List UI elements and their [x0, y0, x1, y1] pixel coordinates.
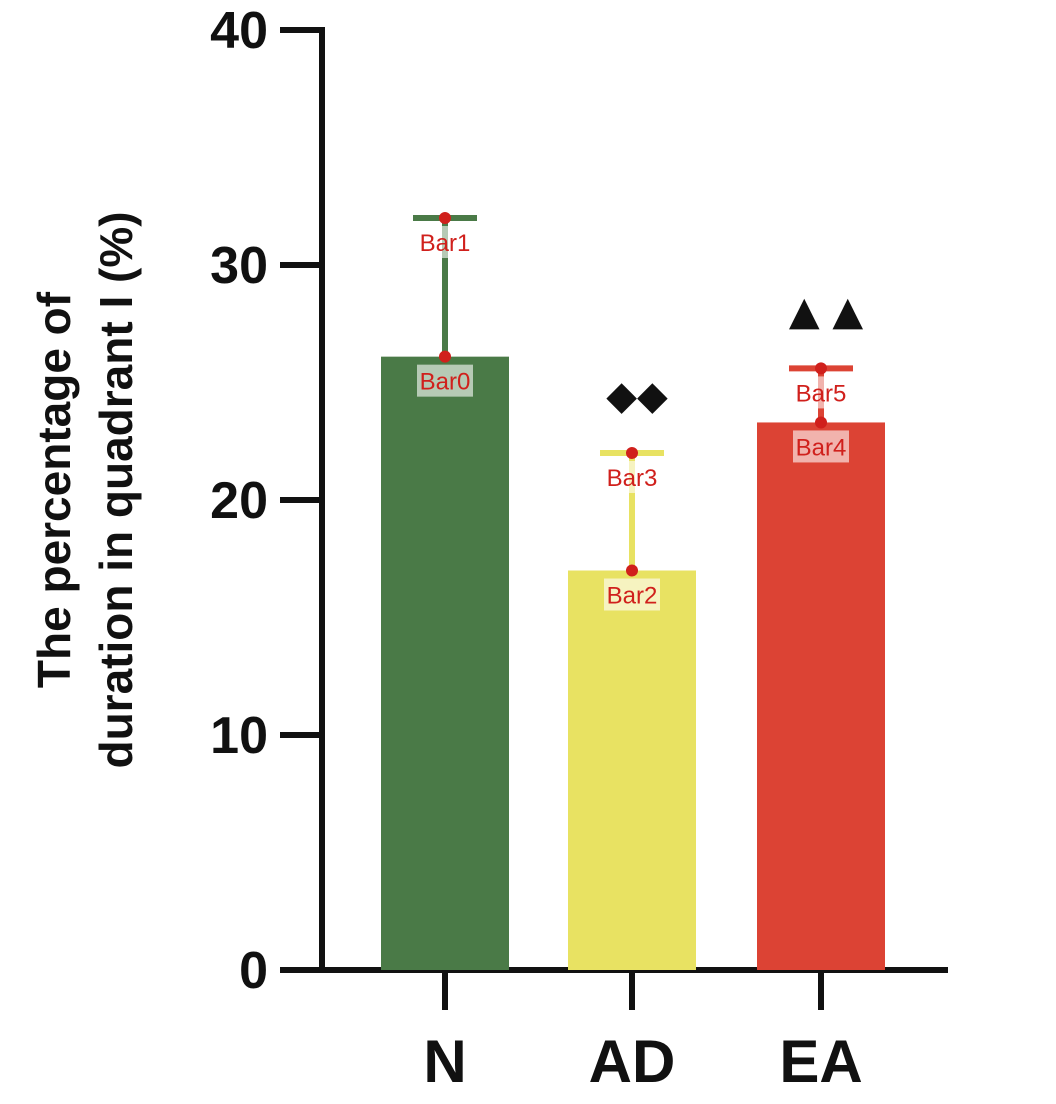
- annotation-dot: [815, 362, 827, 375]
- y-tick-label: 40: [210, 2, 268, 60]
- annotation-bar2: Bar2: [604, 564, 660, 611]
- annotation-dot: [626, 564, 638, 577]
- annotation-dot: [439, 350, 451, 363]
- annotation-label-bg: [604, 461, 660, 493]
- significance-mark-ea: ▲ ▲: [789, 288, 863, 334]
- annotation-bar0: Bar0: [417, 350, 473, 397]
- y-axis-label: The percentage of duration in quadrant I…: [28, 211, 142, 768]
- annotation-label: Bar0: [420, 369, 471, 396]
- y-tick-label: 10: [210, 707, 268, 765]
- bars: [381, 356, 885, 970]
- y-axis-label-line1: The percentage of: [28, 291, 80, 688]
- y-tick-label: 20: [210, 472, 268, 530]
- y-tick-label: 0: [239, 942, 268, 1000]
- annotation-dot: [815, 416, 827, 429]
- annotation-label: Bar4: [796, 434, 847, 461]
- significance-markers: ◆◆ ▲ ▲: [606, 288, 863, 419]
- annotation-label-bg: [417, 226, 473, 258]
- annotation-bar5: Bar5: [793, 362, 849, 409]
- annotation-label-bg: [604, 578, 660, 611]
- annotations: Bar0 Bar1 Bar2 Bar3 Bar4 Bar5: [417, 212, 849, 611]
- significance-mark-ad: ◆◆: [606, 373, 668, 419]
- annotation-dot: [626, 447, 638, 459]
- annotation-dot: [439, 212, 451, 224]
- y-tick-label: 30: [210, 237, 268, 295]
- bar-n: [381, 356, 509, 970]
- bar-ad: [568, 570, 696, 970]
- x-tick-label: N: [423, 1028, 466, 1095]
- annotation-label: Bar5: [796, 380, 847, 407]
- annotation-bar1: Bar1: [417, 212, 473, 258]
- annotation-bar3: Bar3: [604, 447, 660, 493]
- annotation-label-bg: [793, 376, 849, 409]
- annotation-label-bg: [793, 430, 849, 463]
- x-tick-label: EA: [779, 1028, 862, 1095]
- annotation-label: Bar3: [607, 465, 658, 492]
- y-axis-label-line2: duration in quadrant I (%): [90, 211, 142, 768]
- annotation-label: Bar2: [607, 583, 658, 610]
- axes: 0 10 20 30 40 N AD EA: [210, 2, 948, 1095]
- bar-ea: [757, 422, 885, 970]
- x-tick-label: AD: [589, 1028, 676, 1095]
- annotation-label-bg: [417, 364, 473, 397]
- annotation-label: Bar1: [420, 230, 471, 257]
- annotation-bar4: Bar4: [793, 416, 849, 463]
